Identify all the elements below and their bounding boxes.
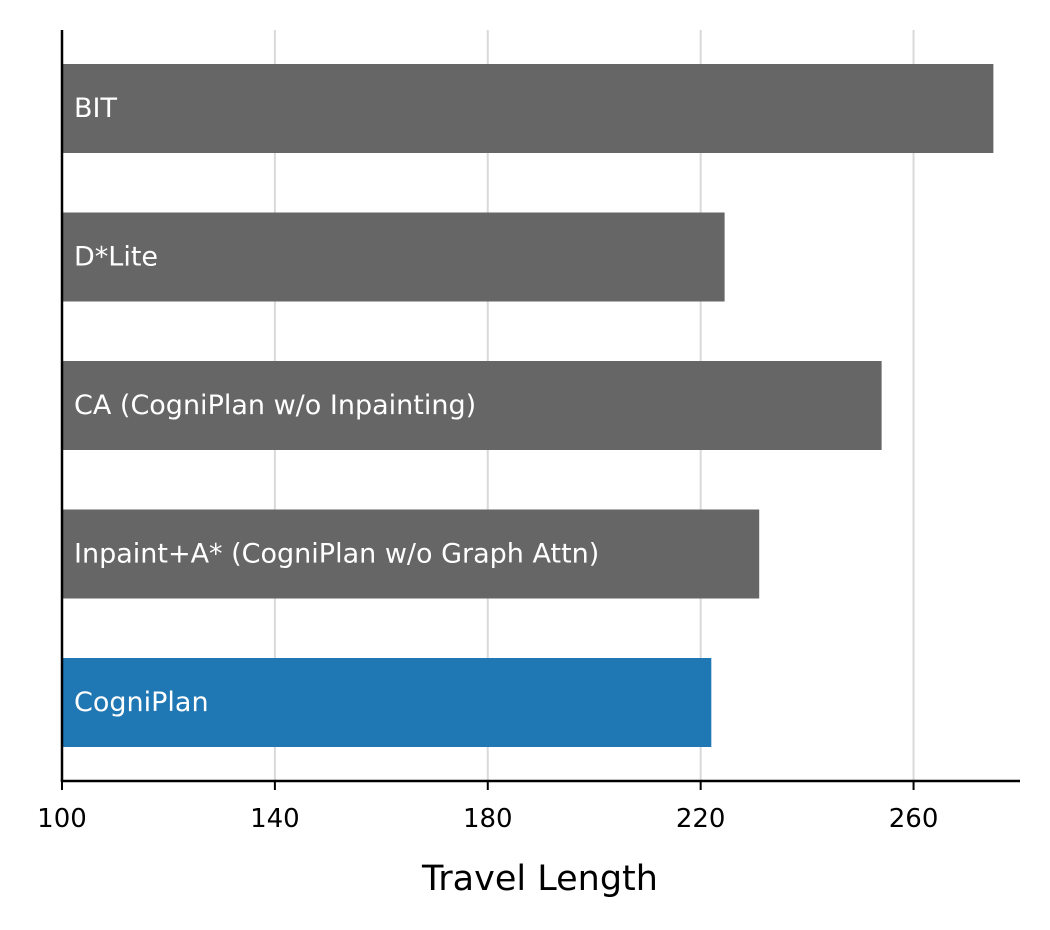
bar-label-inpaint-a-cogniplan-w-o-graph-attn: Inpaint+A* (CogniPlan w/o Graph Attn) xyxy=(74,539,599,570)
x-tick-label-260: 260 xyxy=(889,804,939,834)
bar-ca-cogniplan-w-o-inpainting xyxy=(62,361,882,450)
x-tick-label-100: 100 xyxy=(37,804,87,834)
x-axis-title: Travel Length xyxy=(421,859,658,899)
x-tick-label-220: 220 xyxy=(676,804,726,834)
bar-label-d-lite: D*Lite xyxy=(74,242,158,273)
x-tick-label-180: 180 xyxy=(463,804,513,834)
bar-inpaint-a-cogniplan-w-o-graph-attn xyxy=(62,509,760,599)
axes xyxy=(60,30,1020,783)
x-ticks: 100 140 180 220 260 xyxy=(37,781,938,834)
bar-d-lite xyxy=(62,212,725,302)
bar-cogniplan xyxy=(62,658,712,747)
bar-bit xyxy=(62,64,994,153)
bar-label-cogniplan: CogniPlan xyxy=(74,687,209,718)
x-tick-label-140: 140 xyxy=(250,804,300,834)
bar-label-ca-cogniplan-w-o-inpainting: CA (CogniPlan w/o Inpainting) xyxy=(74,390,476,421)
bar-label-bit: BIT xyxy=(74,93,117,124)
bars: BIT D*Lite CA (CogniPlan w/o Inpainting) In… xyxy=(62,64,994,747)
